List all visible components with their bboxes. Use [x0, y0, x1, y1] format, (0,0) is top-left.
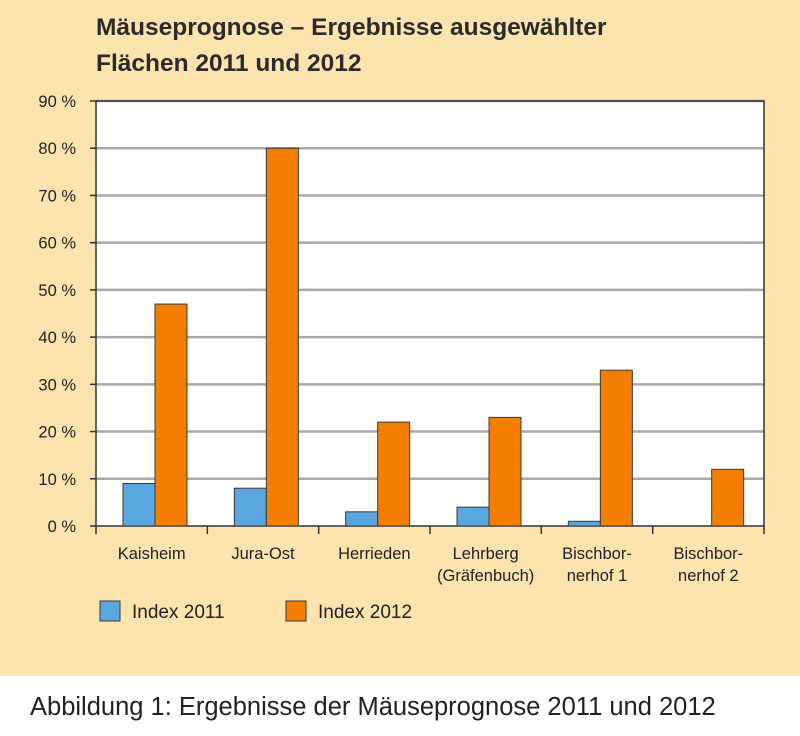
y-tick-label: 40 % [38, 329, 76, 347]
bar-index-2012 [265, 147, 299, 527]
x-category-label: Bischbor- [562, 545, 632, 563]
figure-caption: Abbildung 1: Ergebnisse der Mäuseprognos… [30, 693, 716, 721]
x-category-label: nerhof 2 [678, 567, 739, 585]
y-tick-label: 0 % [48, 518, 77, 536]
bar-index-2011 [567, 520, 601, 527]
y-tick-label: 80 % [38, 140, 76, 158]
plot-area [96, 101, 764, 526]
y-tick-label: 30 % [38, 376, 76, 394]
bar-index-2012 [154, 303, 188, 527]
legend-swatch-index-2012 [285, 600, 307, 622]
chart-title-line-2: Flächen 2011 und 2012 [96, 50, 362, 77]
bar-index-2011 [122, 483, 156, 527]
x-category-label: (Gräfenbuch) [437, 567, 534, 585]
x-category-label: Lehrberg [453, 545, 519, 563]
bar-index-2011 [456, 506, 490, 527]
y-tick-label: 20 % [38, 424, 76, 442]
y-tick-label: 10 % [38, 471, 76, 489]
x-category-label: Herrieden [338, 545, 410, 563]
y-tick-label: 60 % [38, 235, 76, 253]
x-category-label: Bischbor- [673, 545, 743, 563]
bar-index-2012 [377, 421, 411, 527]
legend-label: Index 2011 [132, 602, 225, 623]
y-tick-label: 70 % [38, 187, 76, 205]
x-category-label: Kaisheim [118, 545, 186, 563]
legend-swatch-index-2011 [99, 600, 121, 622]
y-tick-label: 50 % [38, 282, 76, 300]
bar-index-2011 [345, 511, 379, 527]
legend-label: Index 2012 [318, 602, 412, 623]
bar-index-2011 [233, 487, 267, 527]
bar-index-2012 [711, 468, 745, 527]
y-tick-label: 90 % [38, 93, 76, 111]
chart-title-line-1: Mäuseprognose – Ergebnisse ausgewählter [96, 14, 607, 41]
bar-index-2012 [488, 416, 522, 527]
x-category-label: Jura-Ost [231, 545, 295, 563]
bar-chart: 0 % 10 % 20 % 30 % 40 % 50 % 60 % 70 % 80 % 90 % K… [38, 93, 765, 623]
bar-index-2012 [599, 369, 633, 527]
x-category-label: nerhof 1 [567, 567, 628, 585]
chart-title: Mäuseprognose – Ergebnisse ausgewählter … [96, 10, 786, 82]
